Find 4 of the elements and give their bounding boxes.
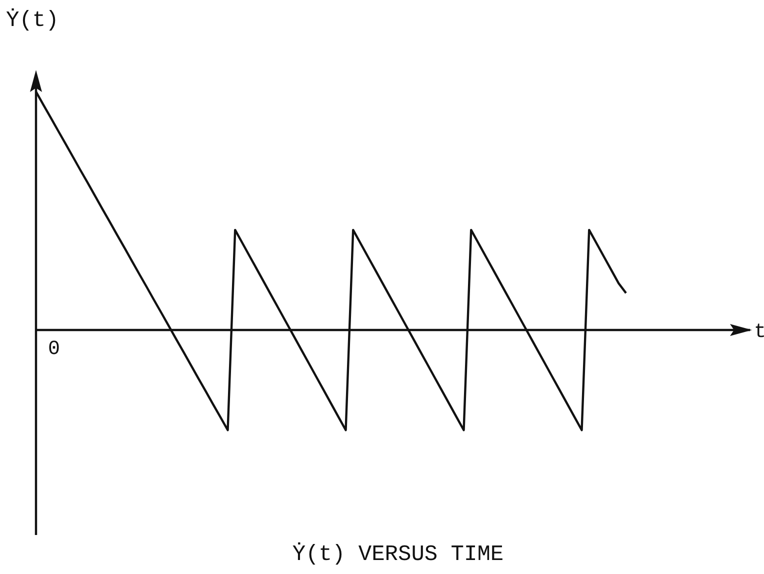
y-axis-title: Ẏ(t) — [6, 8, 59, 33]
annotation: 0 — [48, 338, 60, 362]
text: Ẏ(t) VERSUS TIME — [292, 542, 504, 567]
text: t — [754, 321, 764, 344]
